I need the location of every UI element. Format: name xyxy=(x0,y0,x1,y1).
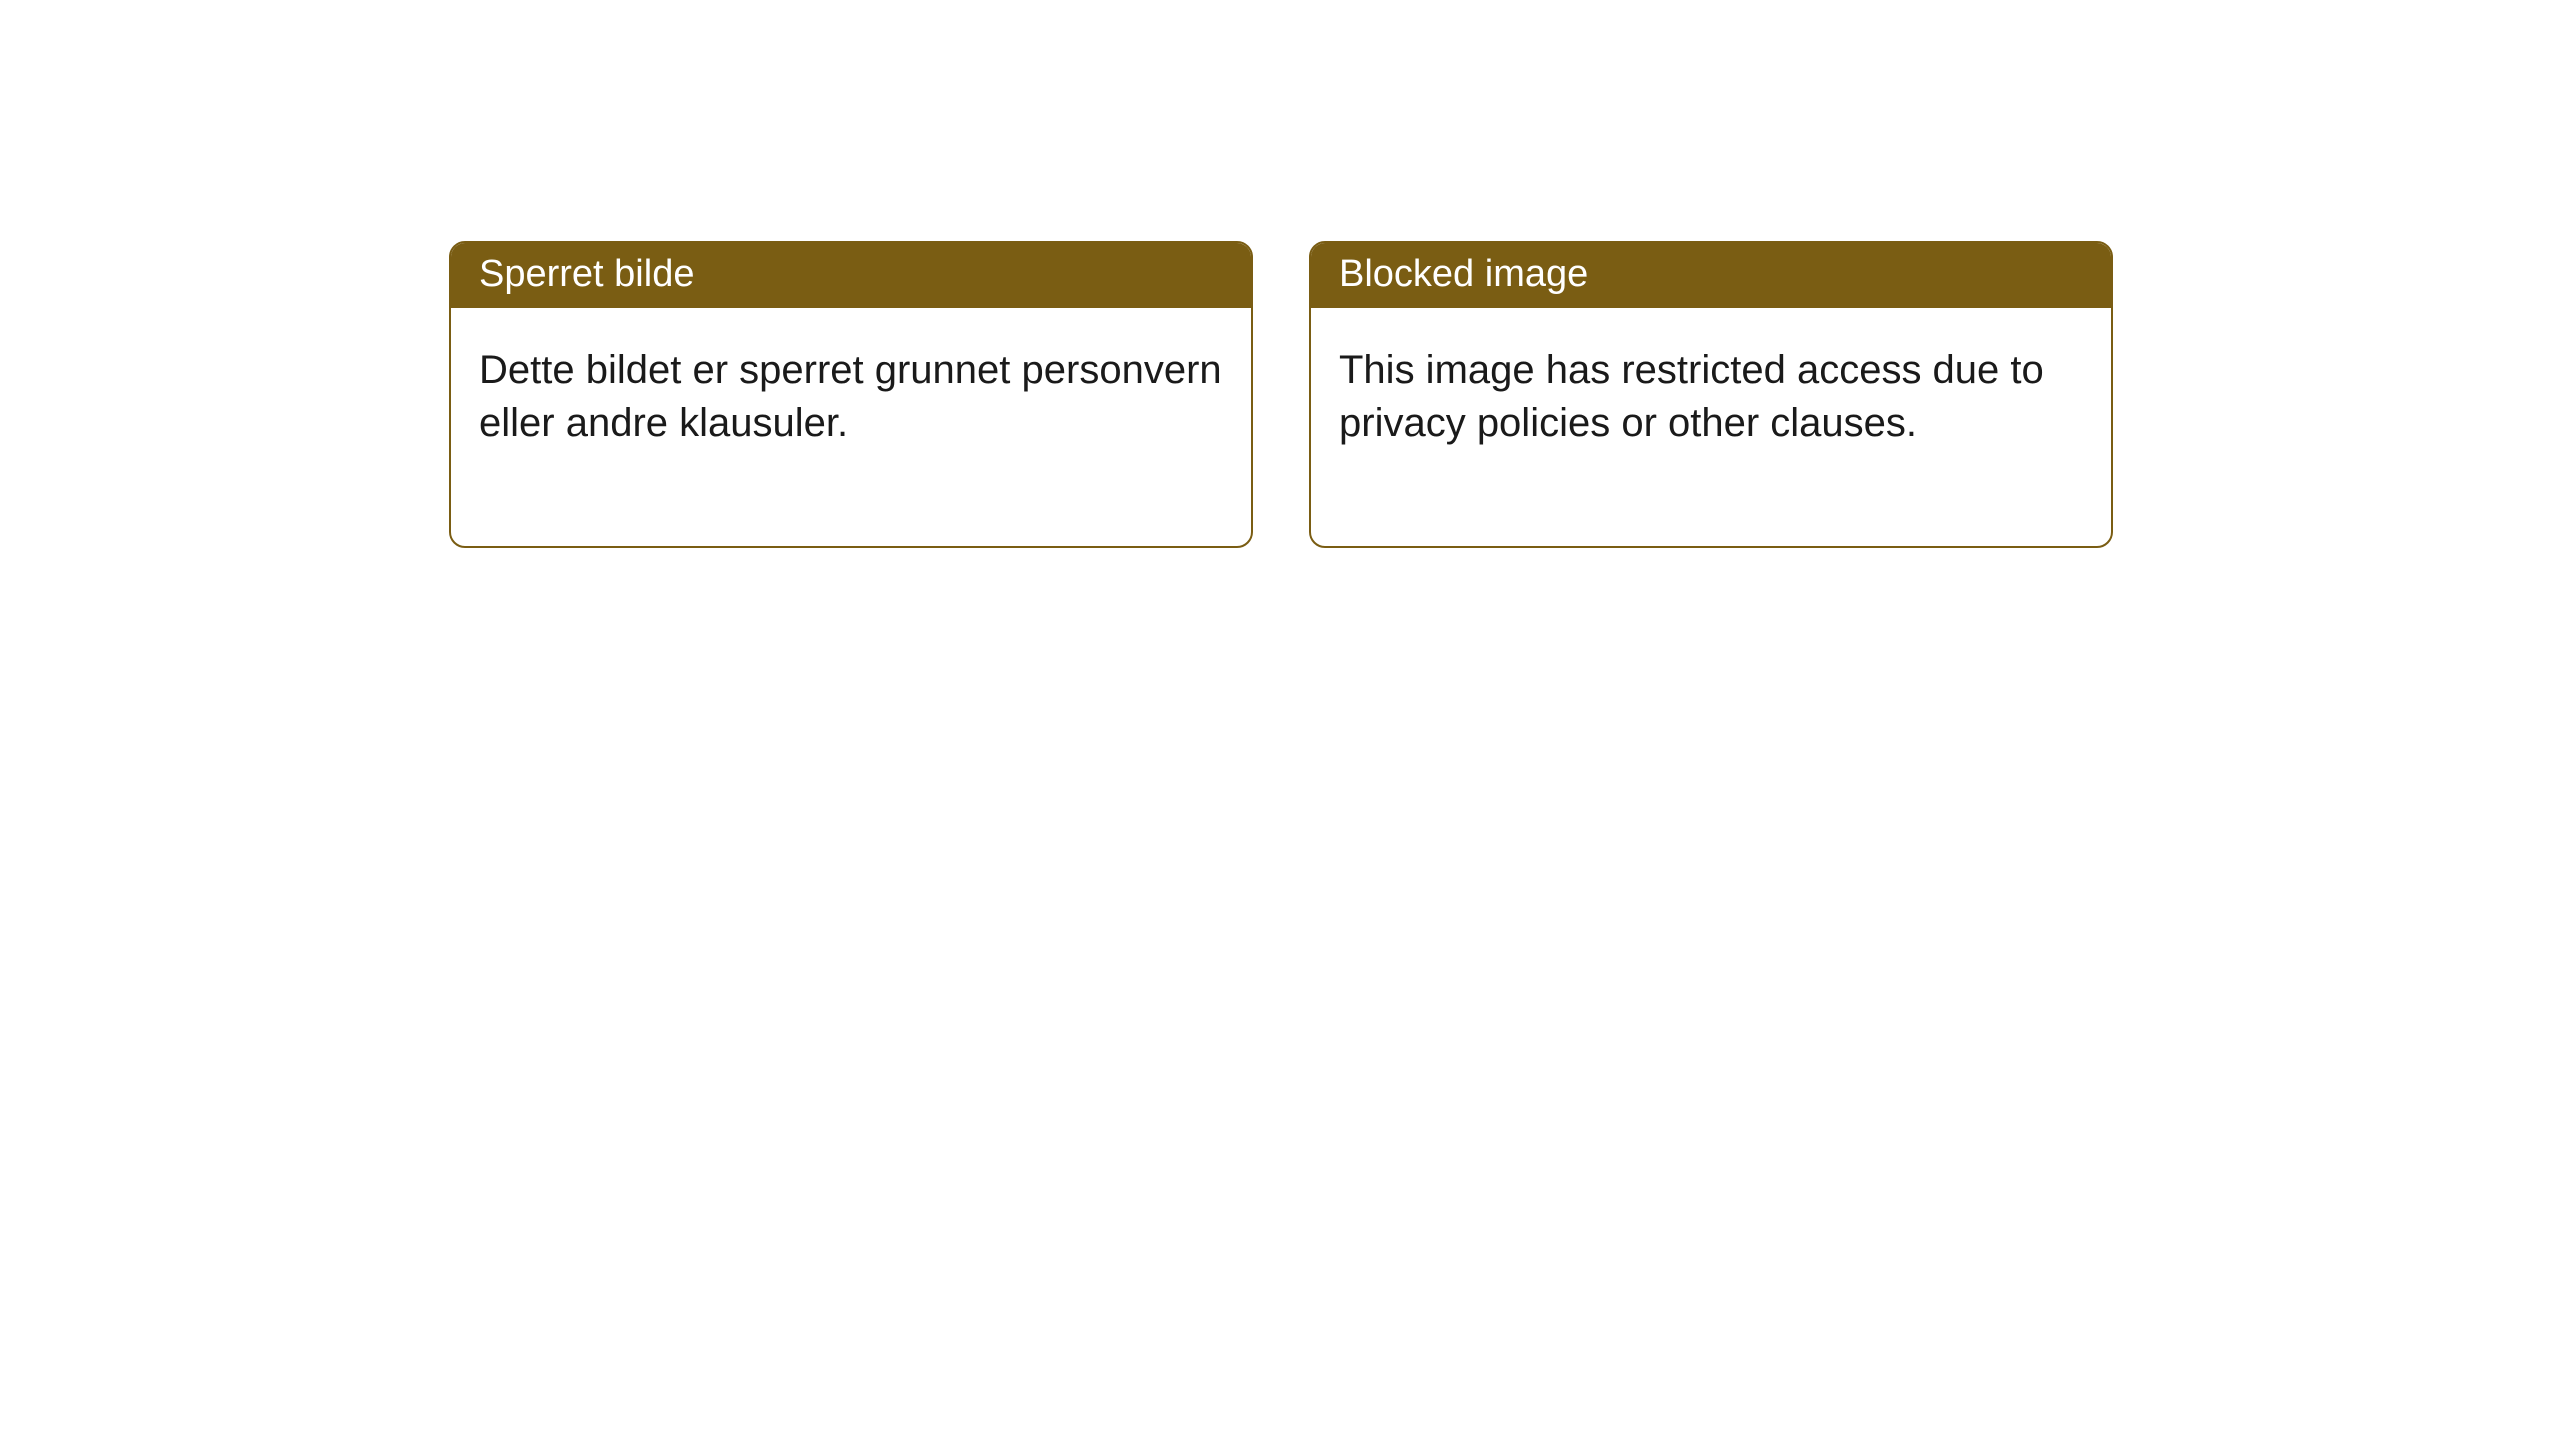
card-body-text: This image has restricted access due to … xyxy=(1311,308,2111,546)
notice-card-english: Blocked image This image has restricted … xyxy=(1309,241,2113,548)
card-header: Sperret bilde xyxy=(451,243,1251,308)
card-header: Blocked image xyxy=(1311,243,2111,308)
notice-container: Sperret bilde Dette bildet er sperret gr… xyxy=(0,0,2560,548)
notice-card-norwegian: Sperret bilde Dette bildet er sperret gr… xyxy=(449,241,1253,548)
card-body-text: Dette bildet er sperret grunnet personve… xyxy=(451,308,1251,546)
